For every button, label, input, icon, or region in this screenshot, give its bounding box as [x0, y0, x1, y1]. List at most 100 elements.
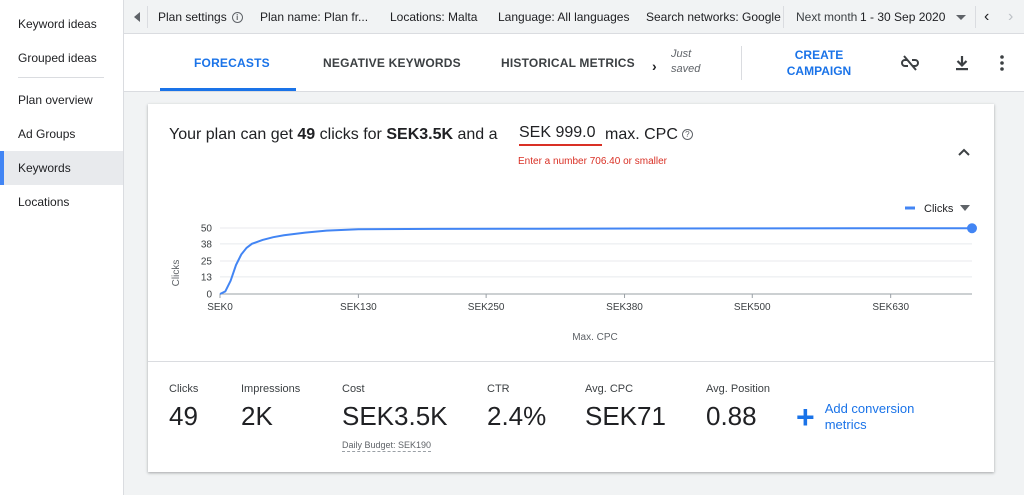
more-options-button[interactable]	[991, 52, 1013, 74]
metric-label: Avg. Position	[706, 383, 771, 395]
y-tick-label: 13	[201, 272, 213, 283]
x-tick-label: SEK630	[872, 302, 909, 313]
x-tick-label: SEK500	[734, 302, 771, 313]
metric-value: 49	[169, 401, 198, 431]
max-cpc-label: max. CPC	[605, 126, 678, 143]
create-campaign-line1: CREATE	[794, 48, 844, 62]
tab-historical-metrics[interactable]: HISTORICAL METRICS	[501, 56, 635, 70]
metric-label: Cost	[342, 383, 365, 395]
legend-label: Clicks	[924, 203, 954, 215]
plan-name-setting[interactable]: Plan name: Plan fr...	[260, 10, 369, 24]
sidebar-item-plan-overview[interactable]: Plan overview	[18, 93, 93, 107]
create-campaign-line2: CAMPAIGN	[786, 64, 852, 78]
sidebar-item-grouped-ideas[interactable]: Grouped ideas	[18, 51, 97, 65]
sidebar-item-keywords[interactable]: Keywords	[0, 151, 123, 185]
y-axis-ticks: 0 13 25 38 50	[201, 224, 213, 301]
collapse-sidebar-button[interactable]	[134, 0, 140, 34]
forecast-summary: Your plan can get 49 clicks for SEK3.5K …	[169, 126, 498, 144]
plus-icon: +	[796, 399, 815, 435]
metric-value: SEK71	[585, 401, 666, 431]
tab-negative-keywords[interactable]: NEGATIVE KEYWORDS	[323, 56, 461, 70]
separator	[147, 6, 148, 28]
x-axis-ticks: SEK0 SEK130 SEK250 SEK380 SEK500 SEK630	[207, 294, 909, 313]
forecast-card: Your plan can get 49 clicks for SEK3.5K …	[148, 104, 994, 472]
date-range-label: Next month	[796, 10, 858, 24]
add-conversion-metrics-button[interactable]: + Add conversion metrics	[796, 401, 914, 433]
previous-period-button[interactable]: ‹	[984, 0, 989, 34]
metric-value: 0.88	[706, 401, 757, 431]
tab-forecasts[interactable]: FORECASTS	[194, 56, 270, 70]
add-conversion-line2: metrics	[824, 417, 867, 432]
add-conversion-line1: Add conversion	[824, 401, 915, 416]
help-icon[interactable]: ?	[681, 129, 693, 140]
x-tick-label: SEK250	[468, 302, 505, 313]
date-dropdown-button[interactable]	[956, 0, 966, 34]
metric-avg-cpc: Avg. CPC SEK71	[585, 383, 666, 432]
metric-impressions: Impressions 2K	[241, 383, 300, 432]
download-button[interactable]	[951, 52, 973, 74]
legend-dropdown-icon	[960, 205, 970, 211]
locations-setting[interactable]: Locations: Malta	[390, 10, 478, 24]
share-link-button[interactable]	[899, 52, 921, 74]
chart-grid	[220, 227, 972, 295]
create-campaign-button[interactable]: CREATE CAMPAIGN	[774, 47, 864, 79]
chevron-up-icon[interactable]	[956, 144, 972, 160]
x-tick-label: SEK0	[207, 302, 233, 313]
y-axis-label: Clicks	[171, 260, 182, 287]
y-tick-label: 25	[201, 257, 213, 268]
add-conversion-label: Add conversion metrics	[825, 401, 915, 433]
sidebar-item-ad-groups[interactable]: Ad Groups	[18, 127, 76, 141]
plan-settings-bar: Plan settings i Plan name: Plan fr... Lo…	[124, 0, 1024, 34]
metric-value: SEK3.5K	[342, 401, 448, 431]
summary-cost: SEK3.5K	[386, 126, 454, 143]
metric-value: 2K	[241, 401, 273, 431]
metric-cost: Cost SEK3.5K	[342, 383, 448, 432]
daily-budget[interactable]: Daily Budget: SEK190	[342, 440, 432, 452]
chevron-left-icon: ‹	[984, 8, 990, 25]
clicks-series-line	[219, 227, 972, 295]
sidebar-item-keyword-ideas[interactable]: Keyword ideas	[18, 17, 97, 31]
y-tick-label: 38	[201, 239, 213, 250]
summary-and: and a	[457, 126, 498, 143]
plan-settings[interactable]: Plan settings i	[158, 0, 243, 34]
y-tick-label: 50	[201, 224, 213, 235]
separator	[741, 46, 742, 80]
x-tick-label: SEK130	[340, 302, 377, 313]
date-range-value[interactable]: 1 - 30 Sep 2020	[860, 10, 946, 24]
language-setting[interactable]: Language: All languages	[498, 10, 630, 24]
cpc-error-message: Enter a number 706.40 or smaller	[518, 156, 667, 167]
back-arrow-icon	[134, 12, 140, 22]
metric-label: Clicks	[169, 383, 199, 395]
more-tabs-chevron-icon[interactable]: ›	[652, 58, 657, 74]
dropdown-icon	[956, 14, 966, 20]
sidebar: Keyword ideas Grouped ideas Plan overvie…	[0, 0, 124, 495]
info-icon[interactable]: i	[231, 11, 243, 23]
chart-legend[interactable]: Clicks	[905, 203, 970, 215]
summary-prefix: Your plan can get	[169, 126, 293, 143]
metric-label: CTR	[487, 383, 510, 395]
sidebar-item-locations[interactable]: Locations	[18, 195, 70, 209]
chevron-right-icon: ›	[1008, 8, 1014, 25]
separator	[783, 6, 784, 28]
x-tick-label: SEK380	[606, 302, 643, 313]
save-status-line2: saved	[671, 63, 701, 75]
separator	[975, 6, 976, 28]
clicks-endpoint-dot	[967, 223, 977, 234]
tab-bar: FORECASTS NEGATIVE KEYWORDS HISTORICAL M…	[124, 34, 1024, 92]
y-tick-label: 0	[206, 290, 212, 301]
metric-label: Avg. CPC	[585, 383, 634, 395]
x-axis-label: Max. CPC	[572, 332, 618, 343]
summary-mid: clicks for	[319, 126, 382, 143]
active-tab-indicator	[160, 88, 296, 91]
metric-value: 2.4%	[487, 401, 547, 431]
link-off-icon	[901, 55, 919, 71]
max-cpc-input[interactable]	[519, 122, 602, 146]
save-status-line1: Just	[671, 48, 692, 60]
metric-avg-position: Avg. Position 0.88	[706, 383, 770, 432]
save-status: Just saved	[671, 47, 700, 77]
networks-setting[interactable]: Search networks: Google	[646, 10, 781, 24]
download-icon	[956, 56, 968, 71]
max-cpc-suffix: max. CPC?	[605, 126, 693, 144]
next-period-button[interactable]: ›	[1008, 0, 1013, 34]
